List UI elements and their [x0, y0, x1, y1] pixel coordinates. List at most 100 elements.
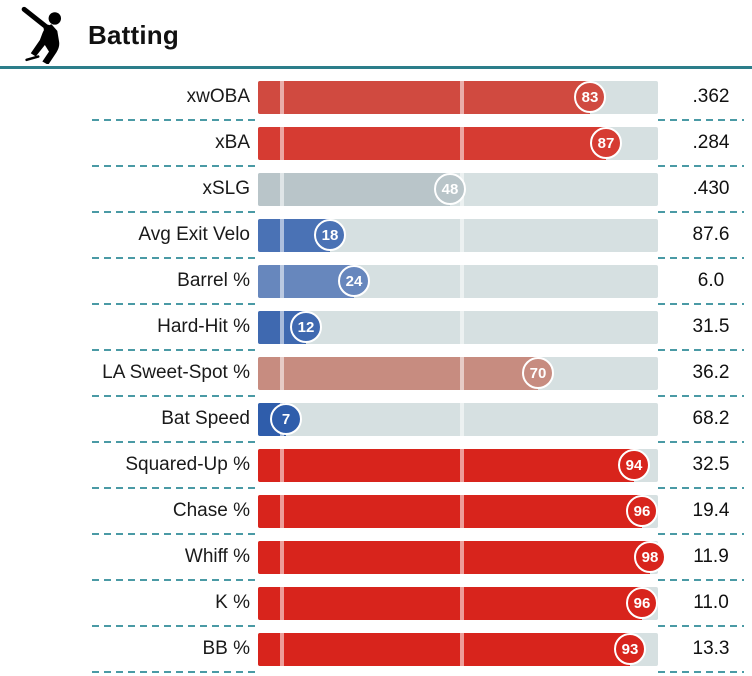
- tick-50th-percentile: [460, 632, 464, 666]
- tick-50th-percentile: [460, 540, 464, 574]
- separator-left-segment: [92, 533, 258, 535]
- percentile-badge: 48: [434, 173, 466, 205]
- percentile-badge: 98: [634, 541, 666, 573]
- stat-row: Hard-Hit % 12 31.5: [0, 305, 752, 349]
- separator-right-segment: [658, 533, 744, 535]
- separator-right-segment: [658, 671, 744, 673]
- stat-label: BB %: [202, 638, 250, 659]
- separator-left-segment: [92, 165, 258, 167]
- percentile-slider[interactable]: 96: [258, 494, 658, 528]
- separator-left-segment: [92, 395, 258, 397]
- separator-right-segment: [658, 441, 744, 443]
- separator-left-segment: [92, 441, 258, 443]
- percentile-slider[interactable]: 98: [258, 540, 666, 574]
- tick-50th-percentile: [460, 264, 464, 298]
- tick-5th-percentile: [280, 80, 284, 114]
- percentile-track: 24: [258, 264, 658, 298]
- percentile-number: 96: [633, 502, 651, 520]
- stat-row-wrap: Bat Speed 7 68.2: [0, 397, 752, 443]
- percentile-badge: 24: [338, 265, 370, 297]
- stat-value: 36.2: [692, 362, 730, 383]
- stat-row-wrap: BB % 93 13.3: [0, 627, 752, 673]
- percentile-track: 12: [258, 310, 658, 344]
- percentile-number: 18: [321, 226, 339, 244]
- percentile-fill: [258, 356, 538, 390]
- row-separator: [0, 671, 752, 673]
- percentile-track: 83: [258, 80, 658, 114]
- percentile-badge: 94: [618, 449, 650, 481]
- percentile-slider[interactable]: 7: [258, 402, 658, 436]
- stat-row-wrap: Whiff % 98 11.9: [0, 535, 752, 581]
- separator-left-segment: [92, 671, 258, 673]
- header: Batting: [0, 0, 752, 69]
- stat-value: 31.5: [692, 316, 730, 337]
- tick-50th-percentile: [460, 356, 464, 390]
- percentile-slider[interactable]: 24: [258, 264, 658, 298]
- percentile-slider[interactable]: 94: [258, 448, 658, 482]
- row-separator: [0, 165, 752, 167]
- percentile-badge: 87: [590, 127, 622, 159]
- separator-left-segment: [92, 349, 258, 351]
- stat-row: LA Sweet-Spot % 70 36.2: [0, 351, 752, 395]
- percentile-slider[interactable]: 93: [258, 632, 658, 666]
- stat-row: Squared-Up % 94 32.5: [0, 443, 752, 487]
- row-separator: [0, 211, 752, 213]
- stat-label: K %: [215, 592, 250, 613]
- percentile-badge: 83: [574, 81, 606, 113]
- percentile-fill: [258, 586, 642, 620]
- stat-row: K % 96 11.0: [0, 581, 752, 625]
- percentile-fill: [258, 632, 630, 666]
- percentile-slider[interactable]: 96: [258, 586, 658, 620]
- percentile-number: 94: [625, 456, 643, 474]
- percentile-slider[interactable]: 48: [258, 172, 658, 206]
- percentile-track: 98: [258, 540, 666, 574]
- separator-left-segment: [92, 211, 258, 213]
- percentile-track: 96: [258, 586, 658, 620]
- stat-row-wrap: Hard-Hit % 12 31.5: [0, 305, 752, 351]
- percentile-badge: 93: [614, 633, 646, 665]
- stat-row-wrap: Chase % 96 19.4: [0, 489, 752, 535]
- stat-value: .362: [692, 86, 730, 107]
- separator-right-segment: [658, 487, 744, 489]
- separator-left-segment: [92, 303, 258, 305]
- row-separator: [0, 349, 752, 351]
- stat-label: xSLG: [202, 178, 250, 199]
- stat-value: 19.4: [692, 500, 730, 521]
- percentile-slider[interactable]: 87: [258, 126, 658, 160]
- percentile-fill: [258, 494, 642, 528]
- percentile-track: 87: [258, 126, 658, 160]
- stat-rows: xwOBA 83 .362: [0, 69, 752, 673]
- percentile-number: 70: [529, 364, 547, 382]
- page-title: Batting: [88, 19, 179, 50]
- stat-value: .430: [692, 178, 730, 199]
- stat-value: 13.3: [692, 638, 730, 659]
- percentile-track: 94: [258, 448, 658, 482]
- stat-row-wrap: xBA 87 .284: [0, 121, 752, 167]
- tick-50th-percentile: [460, 448, 464, 482]
- stat-value: .284: [692, 132, 730, 153]
- row-separator: [0, 395, 752, 397]
- row-separator: [0, 579, 752, 581]
- tick-50th-percentile: [460, 586, 464, 620]
- percentile-number: 87: [597, 134, 615, 152]
- percentile-slider[interactable]: 18: [258, 218, 658, 252]
- percentile-slider[interactable]: 70: [258, 356, 658, 390]
- percentile-track: 70: [258, 356, 658, 390]
- percentile-slider[interactable]: 12: [258, 310, 658, 344]
- percentile-slider[interactable]: 83: [258, 80, 658, 114]
- stat-row-wrap: xSLG 48 .430: [0, 167, 752, 213]
- row-separator: [0, 625, 752, 627]
- tick-50th-percentile: [460, 126, 464, 160]
- percentile-track: 18: [258, 218, 658, 252]
- stat-row-wrap: Avg Exit Velo 18 87.6: [0, 213, 752, 259]
- separator-right-segment: [658, 579, 744, 581]
- stat-label: Whiff %: [184, 546, 250, 567]
- percentile-number: 7: [281, 410, 291, 428]
- stat-row-wrap: K % 96 11.0: [0, 581, 752, 627]
- tick-50th-percentile: [460, 402, 464, 436]
- percentile-badge: 7: [270, 403, 302, 435]
- stat-row-wrap: Barrel % 24 6.0: [0, 259, 752, 305]
- separator-right-segment: [658, 625, 744, 627]
- percentile-fill: [258, 80, 590, 114]
- tick-5th-percentile: [280, 448, 284, 482]
